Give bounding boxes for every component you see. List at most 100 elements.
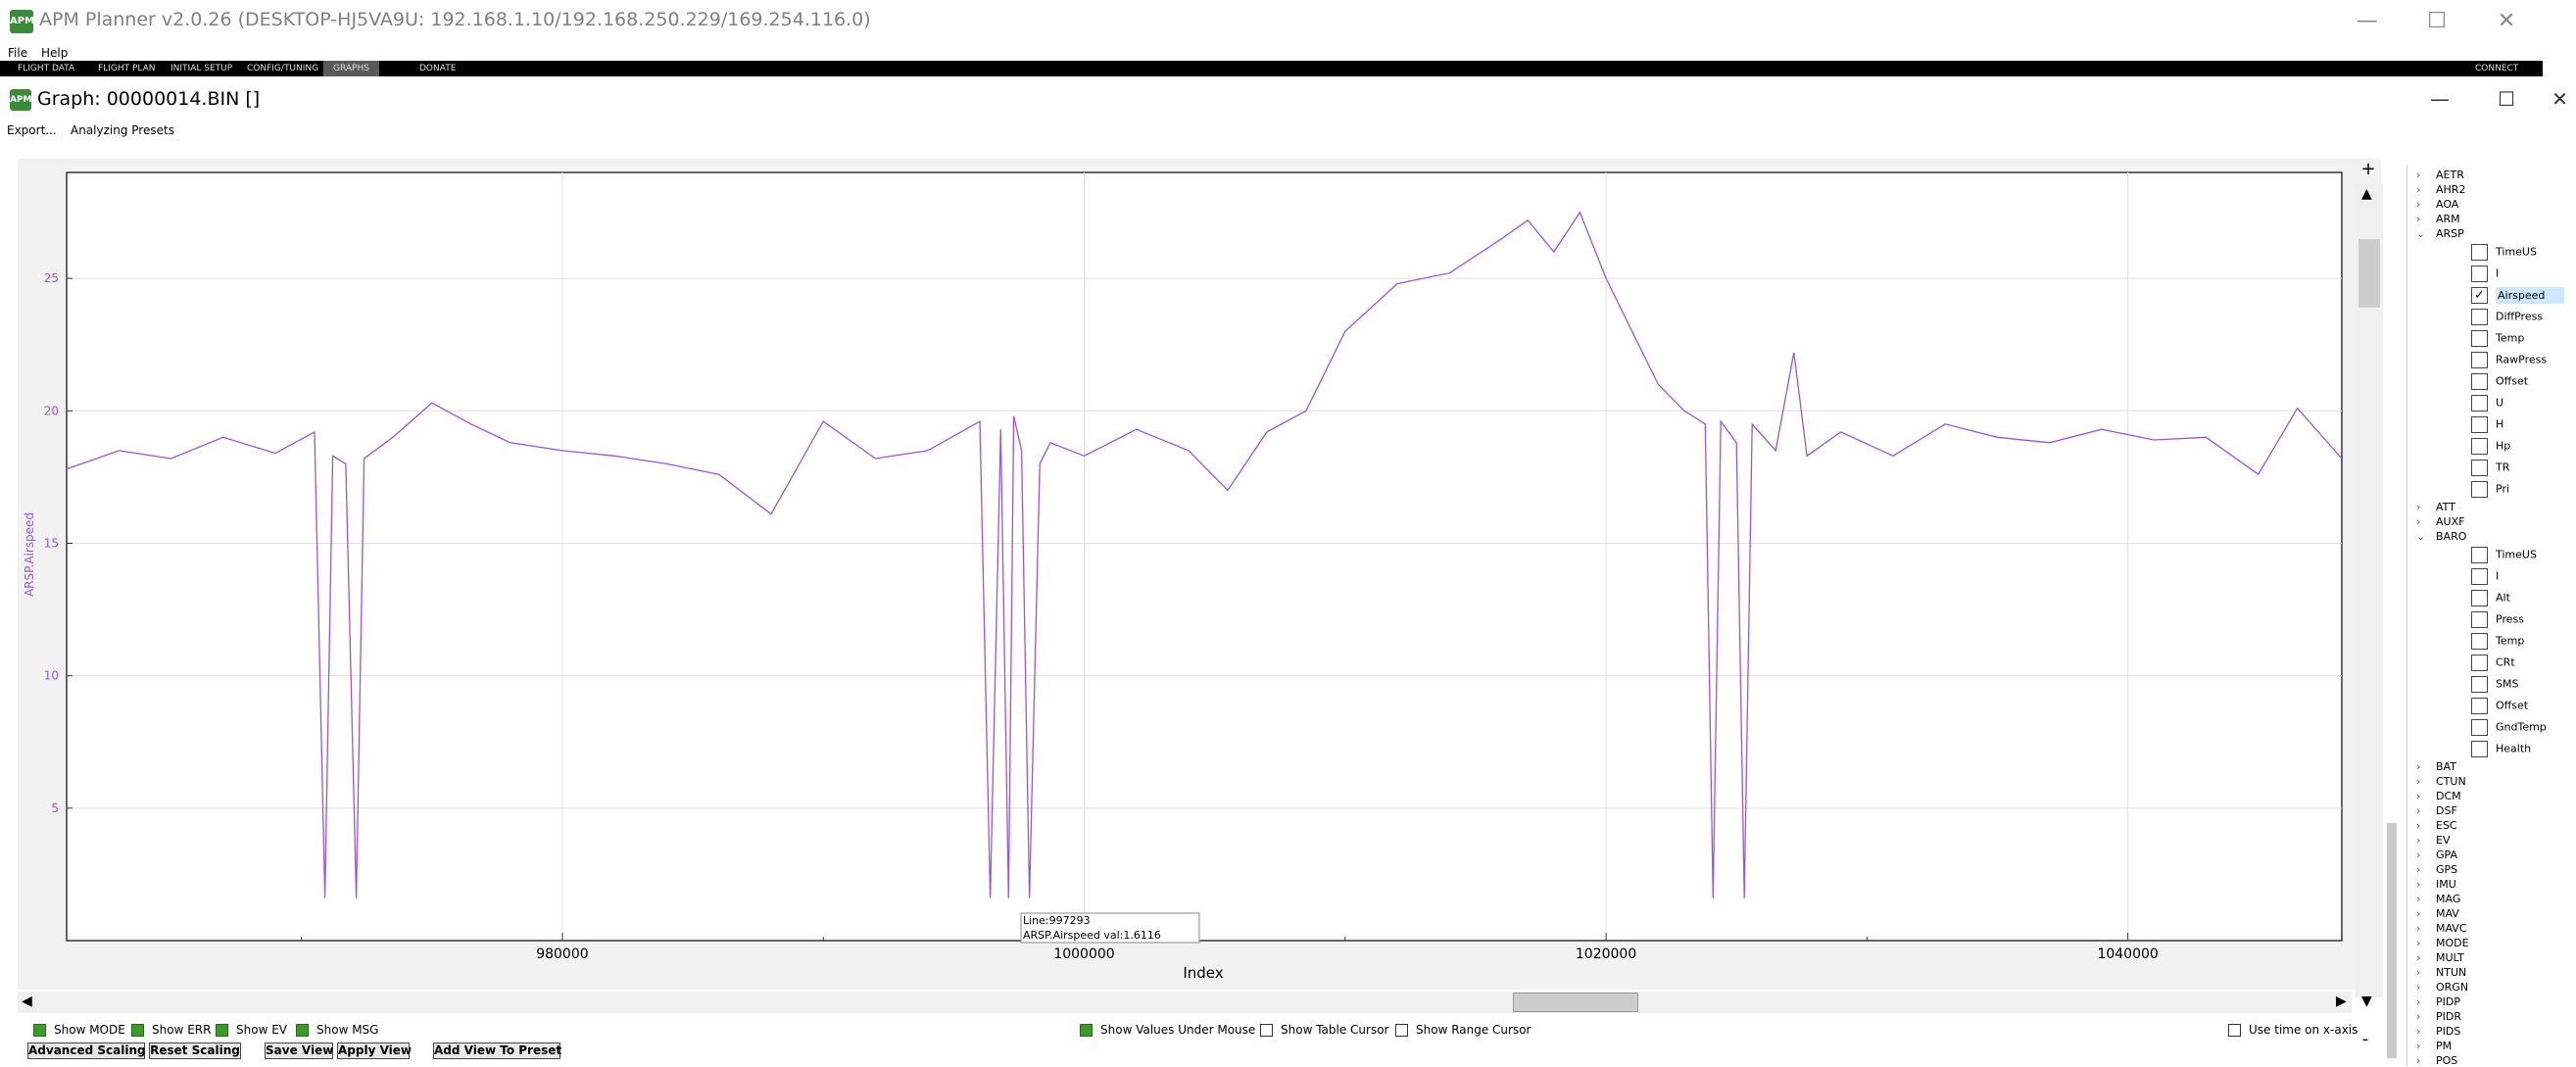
plot-vertical-scroll-thumb[interactable] — [2358, 239, 2380, 308]
chevron-right-icon[interactable]: › — [2416, 966, 2421, 979]
scroll-up-arrow-icon[interactable]: ▲ — [2361, 186, 2372, 202]
tree-group-imu[interactable]: › IMU — [2416, 878, 2456, 891]
tree-group-bat[interactable]: › BAT — [2416, 760, 2456, 773]
chevron-right-icon[interactable]: › — [2416, 819, 2421, 832]
tree-field-hp[interactable]: Hp — [2471, 438, 2510, 458]
chevron-right-icon[interactable]: › — [2416, 1025, 2421, 1038]
graph-maximize-button[interactable]: ☐ — [2498, 87, 2515, 111]
nav-donate[interactable]: DONATE — [419, 64, 457, 73]
chevron-right-icon[interactable]: › — [2416, 834, 2421, 847]
chevron-right-icon[interactable]: › — [2416, 169, 2421, 181]
checkbox-unchecked-icon[interactable] — [2471, 655, 2488, 671]
plot-vertical-scrollbar[interactable] — [2356, 184, 2383, 997]
tree-group-aoa[interactable]: › AOA — [2416, 198, 2458, 211]
checkbox-unchecked-icon[interactable] — [2471, 611, 2488, 628]
nav-flight-data[interactable]: FLIGHT DATA — [18, 64, 75, 73]
chevron-right-icon[interactable]: › — [2416, 1040, 2421, 1052]
checkbox-unchecked-icon[interactable] — [2471, 741, 2488, 757]
tree-group-mag[interactable]: › MAG — [2416, 893, 2460, 905]
checkbox-unchecked-icon[interactable] — [2471, 719, 2488, 736]
checkbox-unchecked-icon[interactable] — [2471, 438, 2488, 455]
checkbox-unchecked-icon[interactable] — [2471, 416, 2488, 433]
scroll-right-arrow-icon[interactable]: ▶ — [2336, 994, 2347, 1009]
tree-group-ntun[interactable]: › NTUN — [2416, 966, 2466, 979]
save-view-button[interactable]: Save View — [265, 1043, 334, 1059]
chevron-right-icon[interactable]: › — [2416, 198, 2421, 211]
tree-field-timeus[interactable]: TimeUS — [2471, 244, 2537, 264]
tree-group-mav[interactable]: › MAV — [2416, 907, 2459, 920]
checkbox-unchecked-icon[interactable] — [2471, 330, 2488, 347]
tree-group-pidr[interactable]: › PIDR — [2416, 1010, 2461, 1023]
chevron-right-icon[interactable]: › — [2416, 501, 2421, 513]
chevron-down-icon[interactable]: ⌄ — [2416, 227, 2426, 240]
plot-area[interactable]: 5 10 15 20 25 980000 1000000 1020000 1040000 ARS… — [18, 159, 2381, 990]
tree-field-offset[interactable]: Offset — [2471, 373, 2528, 393]
minimize-window-button[interactable]: — — [2357, 9, 2378, 33]
graph-close-button[interactable]: ✕ — [2552, 87, 2568, 111]
chevron-right-icon[interactable]: › — [2416, 760, 2421, 773]
add-view-to-preset-button[interactable]: Add View To Preset — [433, 1043, 562, 1059]
nav-config-tuning[interactable]: CONFIG/TUNING — [247, 64, 319, 73]
checkbox-unchecked-icon[interactable] — [2471, 676, 2488, 693]
scroll-down-arrow-icon[interactable]: ▼ — [2361, 994, 2372, 1009]
chevron-right-icon[interactable]: › — [2416, 775, 2421, 788]
tree-group-gps[interactable]: › GPS — [2416, 863, 2457, 876]
tree-field-diffpress[interactable]: DiffPress — [2471, 309, 2543, 328]
apply-view-button[interactable]: Apply View — [337, 1043, 412, 1059]
chevron-right-icon[interactable]: › — [2416, 515, 2421, 528]
show-err-checkbox[interactable]: Show ERR — [131, 1023, 211, 1037]
tree-group-mode[interactable]: › MODE — [2416, 937, 2469, 949]
tree-group-ev[interactable]: › EV — [2416, 834, 2450, 847]
tree-field-temp[interactable]: Temp — [2471, 330, 2524, 350]
show-values-under-mouse-checkbox[interactable]: Show Values Under Mouse — [1080, 1023, 1255, 1037]
tree-group-pos[interactable]: › POS — [2416, 1054, 2457, 1067]
scroll-left-arrow-icon[interactable]: ◀ — [22, 994, 32, 1009]
checkbox-unchecked-icon[interactable] — [2471, 373, 2488, 390]
chevron-down-icon[interactable]: ⌄ — [2416, 530, 2426, 543]
chevron-right-icon[interactable]: › — [2416, 790, 2421, 802]
tree-group-dsf[interactable]: › DSF — [2416, 804, 2457, 817]
checkbox-unchecked-icon[interactable] — [2471, 547, 2488, 563]
tree-field-health[interactable]: Health — [2471, 741, 2531, 760]
analyzing-presets-menu[interactable]: Analyzing Presets — [71, 123, 174, 137]
menu-file[interactable]: File — [8, 46, 28, 60]
tree-field-crt[interactable]: CRt — [2471, 655, 2515, 674]
nav-initial-setup[interactable]: INITIAL SETUP — [170, 64, 233, 73]
show-ev-checkbox[interactable]: Show EV — [216, 1023, 287, 1037]
chevron-right-icon[interactable]: › — [2416, 922, 2421, 935]
tree-group-att[interactable]: › ATT — [2416, 501, 2455, 513]
checkbox-unchecked-icon[interactable] — [2471, 266, 2488, 282]
graph-minimize-button[interactable]: — — [2430, 87, 2450, 111]
chevron-right-icon[interactable]: › — [2416, 804, 2421, 817]
chevron-right-icon[interactable]: › — [2416, 1054, 2421, 1067]
tree-group-ctun[interactable]: › CTUN — [2416, 775, 2466, 788]
tree-group-dcm[interactable]: › DCM — [2416, 790, 2461, 802]
airspeed-chart[interactable]: 5 10 15 20 25 980000 1000000 1020000 1040000 ARS… — [18, 159, 2381, 990]
reset-scaling-button[interactable]: Reset Scaling — [149, 1043, 241, 1059]
tree-field-i[interactable]: I — [2471, 568, 2499, 588]
tree-group-gpa[interactable]: › GPA — [2416, 849, 2457, 861]
tree-field-gndtemp[interactable]: GndTemp — [2471, 719, 2547, 739]
nav-graphs[interactable]: GRAPHS — [323, 61, 379, 76]
tree-scroll-thumb[interactable] — [2387, 823, 2397, 1058]
checkbox-checked-icon[interactable]: ✓ — [2471, 287, 2488, 304]
show-range-cursor-checkbox[interactable]: Show Range Cursor — [1395, 1023, 1531, 1037]
tree-group-pidp[interactable]: › PIDP — [2416, 995, 2460, 1008]
checkbox-unchecked-icon[interactable] — [2471, 395, 2488, 412]
chevron-right-icon[interactable]: › — [2416, 183, 2421, 196]
tree-field-rawpress[interactable]: RawPress — [2471, 352, 2547, 371]
chevron-right-icon[interactable]: › — [2416, 995, 2421, 1008]
checkbox-unchecked-icon[interactable] — [2471, 698, 2488, 714]
chevron-right-icon[interactable]: › — [2416, 951, 2421, 964]
chevron-right-icon[interactable]: › — [2416, 849, 2421, 861]
show-msg-checkbox[interactable]: Show MSG — [296, 1023, 378, 1037]
close-window-button[interactable]: ✕ — [2497, 9, 2516, 33]
tree-group-ahr2[interactable]: › AHR2 — [2416, 183, 2465, 196]
chevron-right-icon[interactable]: › — [2416, 863, 2421, 876]
checkbox-unchecked-icon[interactable] — [2471, 590, 2488, 606]
chevron-right-icon[interactable]: › — [2416, 1010, 2421, 1023]
nav-flight-plan[interactable]: FLIGHT PLAN — [98, 64, 156, 73]
maximize-window-button[interactable]: ☐ — [2427, 9, 2447, 33]
zoom-out-button[interactable]: - — [2361, 1029, 2369, 1049]
plot-horizontal-scroll-thumb[interactable] — [1513, 993, 1638, 1012]
